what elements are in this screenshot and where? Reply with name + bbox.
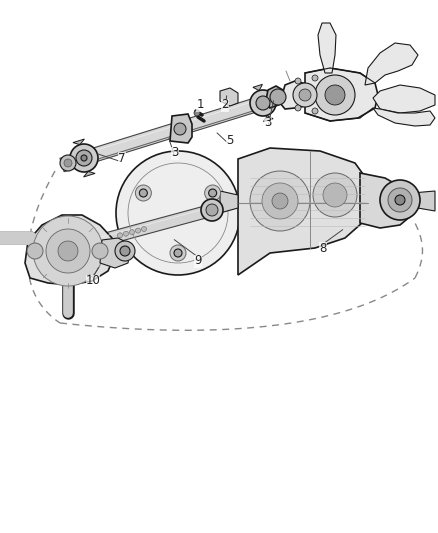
Circle shape <box>139 189 147 197</box>
Polygon shape <box>84 172 95 177</box>
Text: 8: 8 <box>319 241 327 254</box>
Circle shape <box>174 249 182 257</box>
Circle shape <box>250 171 310 231</box>
Text: 1: 1 <box>196 99 204 111</box>
Polygon shape <box>60 91 280 172</box>
Polygon shape <box>365 43 418 85</box>
Polygon shape <box>220 88 238 106</box>
Polygon shape <box>373 108 435 126</box>
Circle shape <box>272 193 288 209</box>
Text: 3: 3 <box>171 147 179 159</box>
Polygon shape <box>100 238 130 268</box>
Circle shape <box>135 228 141 233</box>
Circle shape <box>295 78 301 84</box>
Text: 5: 5 <box>226 134 234 148</box>
Text: 9: 9 <box>194 254 202 268</box>
Circle shape <box>312 75 318 81</box>
Polygon shape <box>220 191 238 213</box>
Circle shape <box>250 90 276 116</box>
Polygon shape <box>100 202 222 246</box>
Polygon shape <box>360 173 415 228</box>
Polygon shape <box>305 68 378 121</box>
Circle shape <box>270 89 286 105</box>
Polygon shape <box>238 148 368 275</box>
Circle shape <box>141 227 146 231</box>
Text: 2: 2 <box>221 99 229 111</box>
Text: 7: 7 <box>118 151 126 165</box>
Text: 3: 3 <box>264 117 272 130</box>
Circle shape <box>256 96 270 110</box>
Circle shape <box>120 246 130 256</box>
Circle shape <box>117 233 123 238</box>
Polygon shape <box>73 139 85 144</box>
Circle shape <box>194 110 200 116</box>
Circle shape <box>76 150 92 166</box>
Polygon shape <box>266 86 283 108</box>
Circle shape <box>299 89 311 101</box>
Circle shape <box>116 151 240 275</box>
Polygon shape <box>253 84 262 91</box>
Text: 10: 10 <box>85 274 100 287</box>
Circle shape <box>201 199 223 221</box>
Circle shape <box>325 85 345 105</box>
Circle shape <box>81 155 87 161</box>
Circle shape <box>295 105 301 111</box>
Circle shape <box>46 229 90 273</box>
Circle shape <box>395 195 405 205</box>
Circle shape <box>205 185 221 201</box>
Circle shape <box>130 230 134 235</box>
Circle shape <box>323 183 347 207</box>
Circle shape <box>60 155 76 171</box>
Circle shape <box>64 159 72 167</box>
Circle shape <box>170 245 186 261</box>
Circle shape <box>135 185 152 201</box>
Polygon shape <box>318 23 336 73</box>
Circle shape <box>388 188 412 212</box>
Circle shape <box>312 108 318 114</box>
Circle shape <box>293 83 317 107</box>
Polygon shape <box>412 191 435 211</box>
Circle shape <box>208 189 217 197</box>
Circle shape <box>33 216 103 286</box>
Circle shape <box>58 241 78 261</box>
Circle shape <box>315 75 355 115</box>
Circle shape <box>115 241 135 261</box>
Polygon shape <box>25 215 115 285</box>
Circle shape <box>124 231 128 236</box>
Polygon shape <box>264 116 273 122</box>
Circle shape <box>313 173 357 217</box>
Polygon shape <box>280 81 315 109</box>
Polygon shape <box>373 85 435 113</box>
Circle shape <box>206 204 218 216</box>
Circle shape <box>70 144 98 172</box>
Polygon shape <box>170 114 192 143</box>
Circle shape <box>27 243 43 259</box>
Circle shape <box>380 180 420 220</box>
Circle shape <box>174 123 186 135</box>
Circle shape <box>262 183 298 219</box>
Circle shape <box>92 243 108 259</box>
